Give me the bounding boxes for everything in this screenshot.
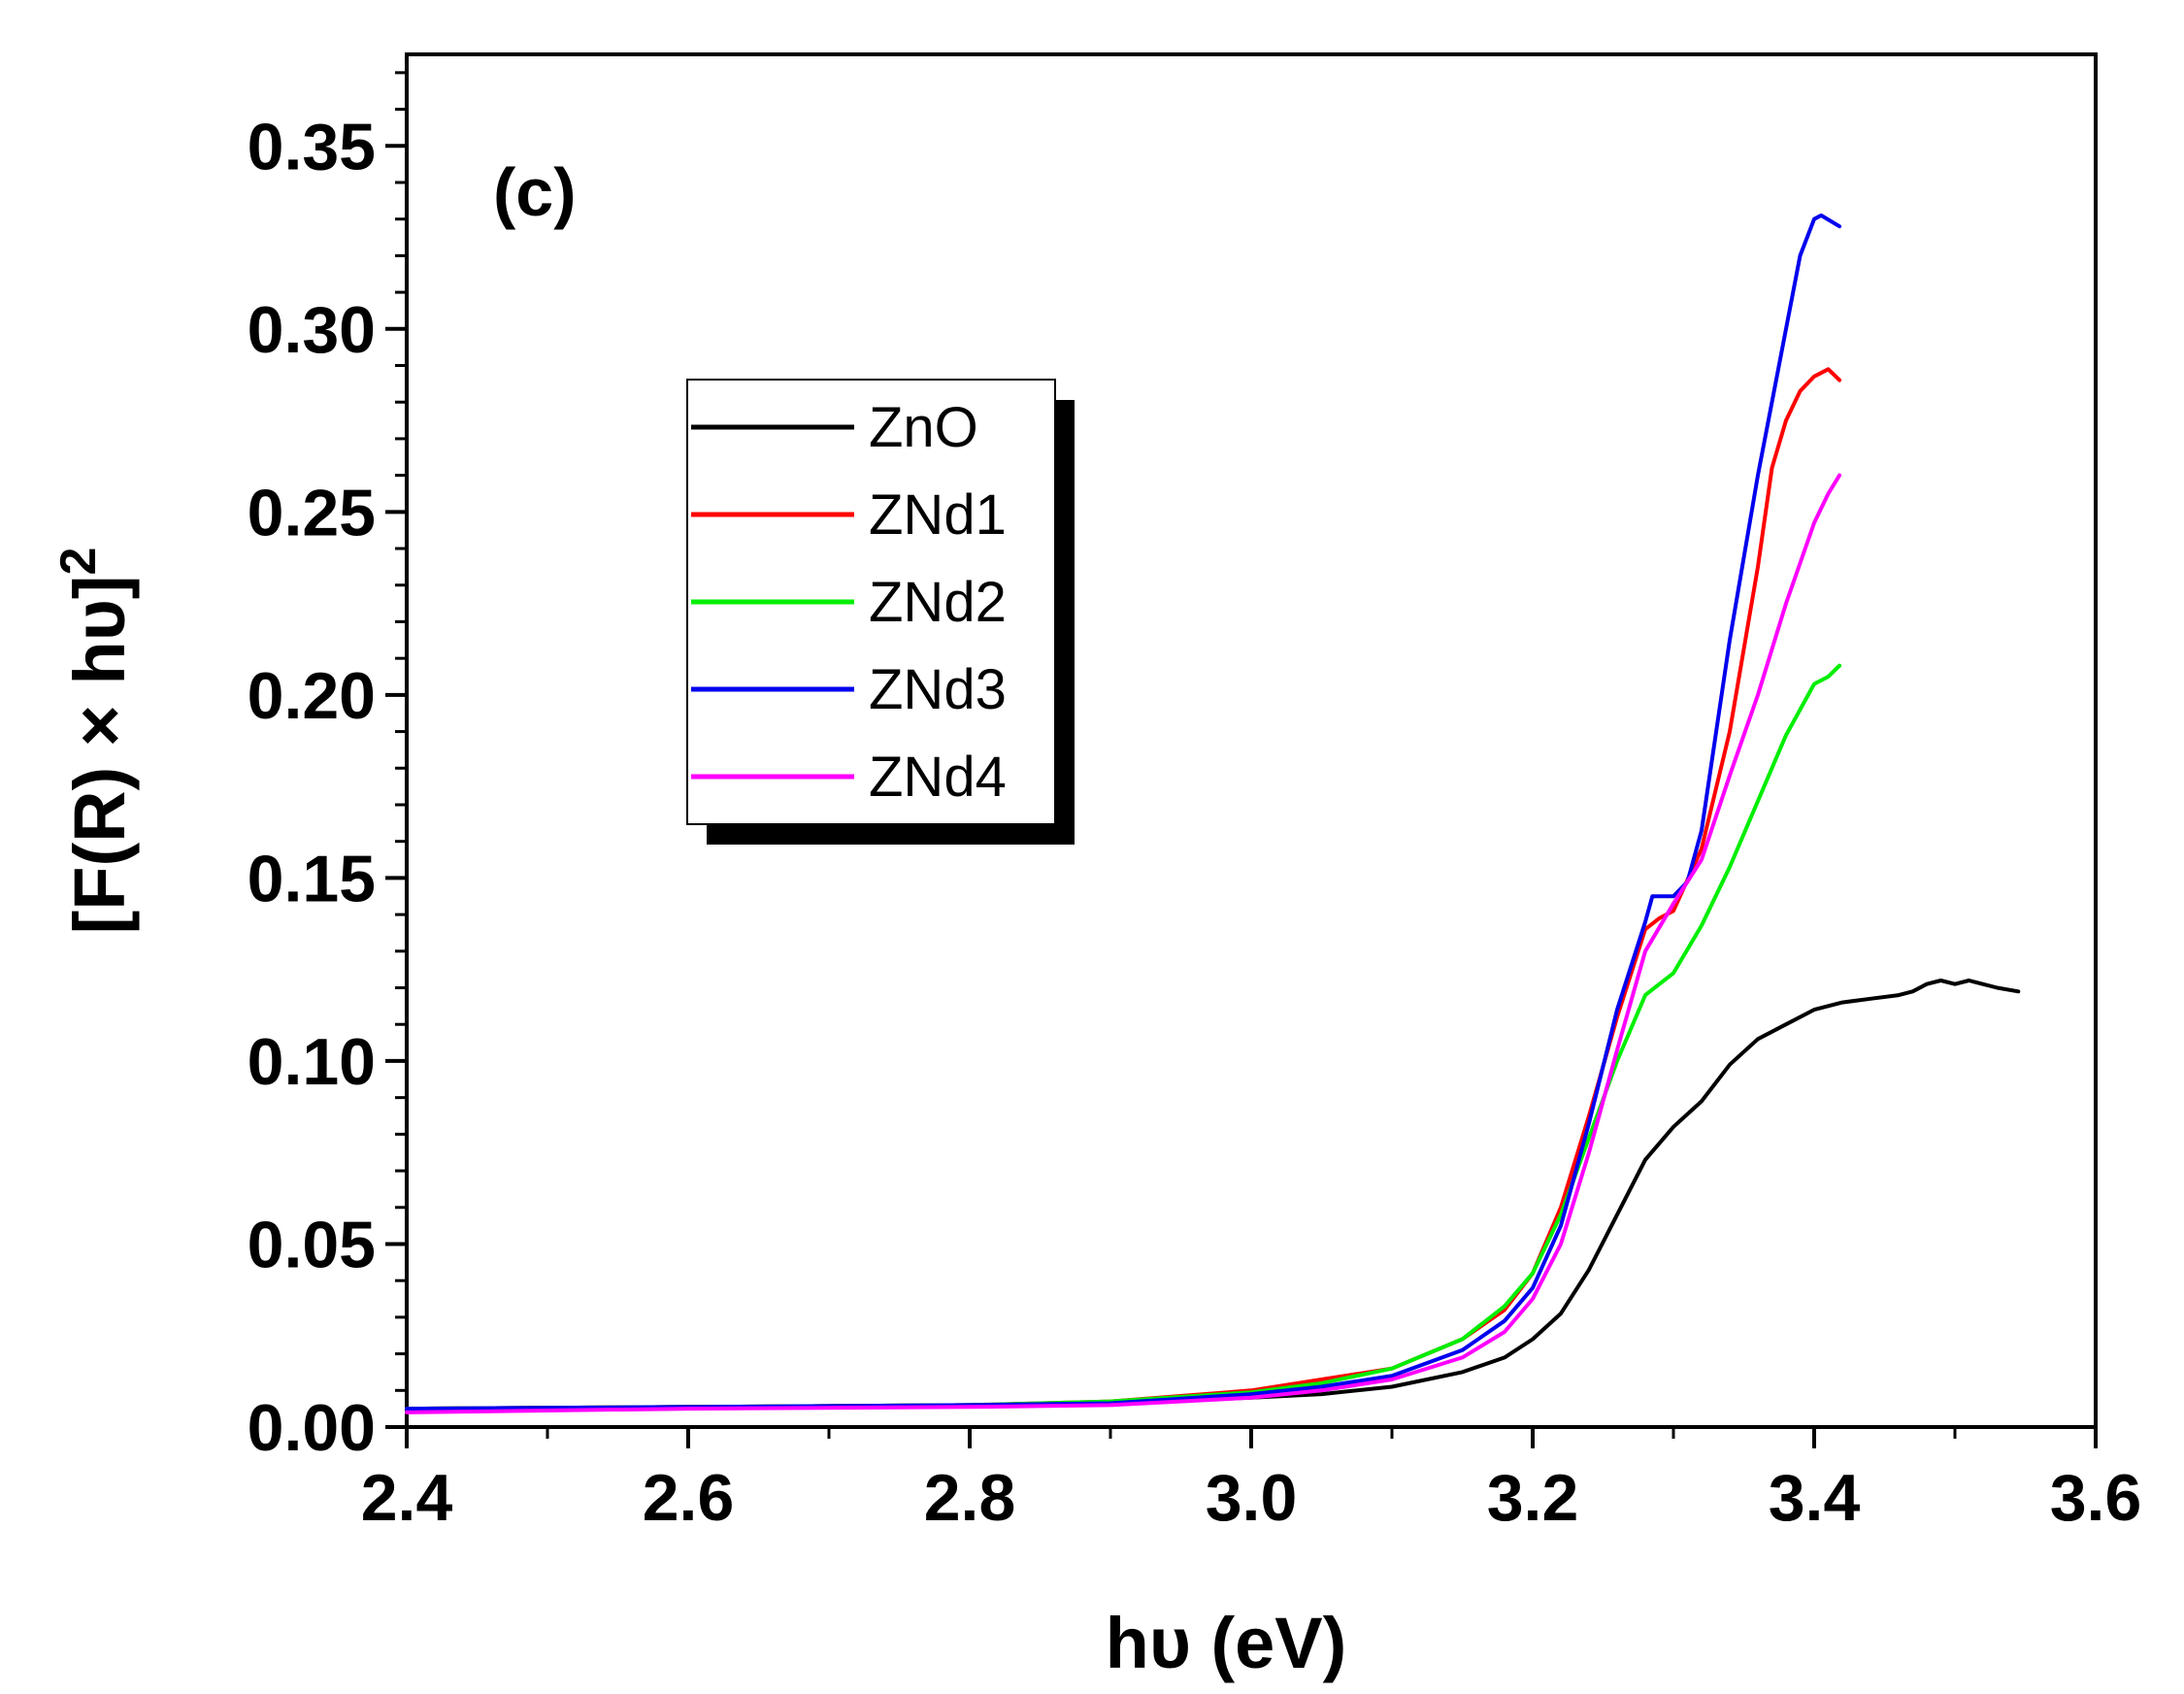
y-tick-label: 0.15	[248, 842, 376, 915]
x-tick-label: 2.4	[361, 1461, 453, 1535]
y-tick-label: 0.30	[248, 293, 376, 367]
y-axis-title: [F(R) × hυ]2	[50, 548, 140, 935]
plot-frame	[405, 52, 2098, 1429]
x-tick-label: 2.8	[924, 1461, 1016, 1535]
x-tick-label: 3.0	[1206, 1461, 1298, 1535]
y-tick-label: 0.25	[248, 476, 376, 549]
series-line-znd4	[405, 473, 1842, 1414]
x-axis-title: hυ (eV)	[1106, 1603, 1347, 1683]
panel-label: (c)	[493, 154, 577, 230]
y-axis-ticks: 0.00 0.05 0.10 0.15 0.20 0.25 0.30 0.35	[248, 71, 407, 1465]
y-tick-label: 0.05	[248, 1208, 376, 1281]
x-tick-label: 3.2	[1487, 1461, 1579, 1535]
x-tick-label: 2.6	[643, 1461, 735, 1535]
legend-label-znd3: ZNd3	[869, 658, 1007, 721]
y-tick-label: 0.10	[248, 1025, 376, 1099]
x-tick-label: 3.4	[1769, 1461, 1861, 1535]
legend-label-zno: ZnO	[869, 396, 978, 459]
y-axis-title-main: [F(R) × hυ]	[59, 576, 140, 935]
y-tick-label: 0.35	[248, 110, 376, 183]
series-lines	[405, 213, 2021, 1414]
y-tick-label: 0.20	[248, 659, 376, 733]
legend: ZnO ZNd1 ZNd2 ZNd3 ZNd4	[686, 379, 1075, 845]
legend-label-znd2: ZNd2	[869, 571, 1007, 634]
legend-label-znd1: ZNd1	[869, 483, 1007, 547]
series-line-znd2	[405, 663, 1842, 1412]
legend-items: ZnO ZNd1 ZNd2 ZNd3 ZNd4	[691, 396, 1007, 809]
y-tick-label: 0.00	[248, 1391, 376, 1465]
x-axis-ticks: 2.4 2.6 2.8 3.0 3.2 3.4 3.6	[361, 1427, 2142, 1535]
legend-label-znd4: ZNd4	[869, 746, 1007, 809]
y-axis-title-superscript: 2	[50, 548, 107, 576]
x-tick-label: 3.6	[2050, 1461, 2142, 1535]
series-line-znd3	[405, 213, 1842, 1412]
series-line-zno	[405, 979, 2021, 1412]
series-line-znd1	[405, 367, 1842, 1412]
